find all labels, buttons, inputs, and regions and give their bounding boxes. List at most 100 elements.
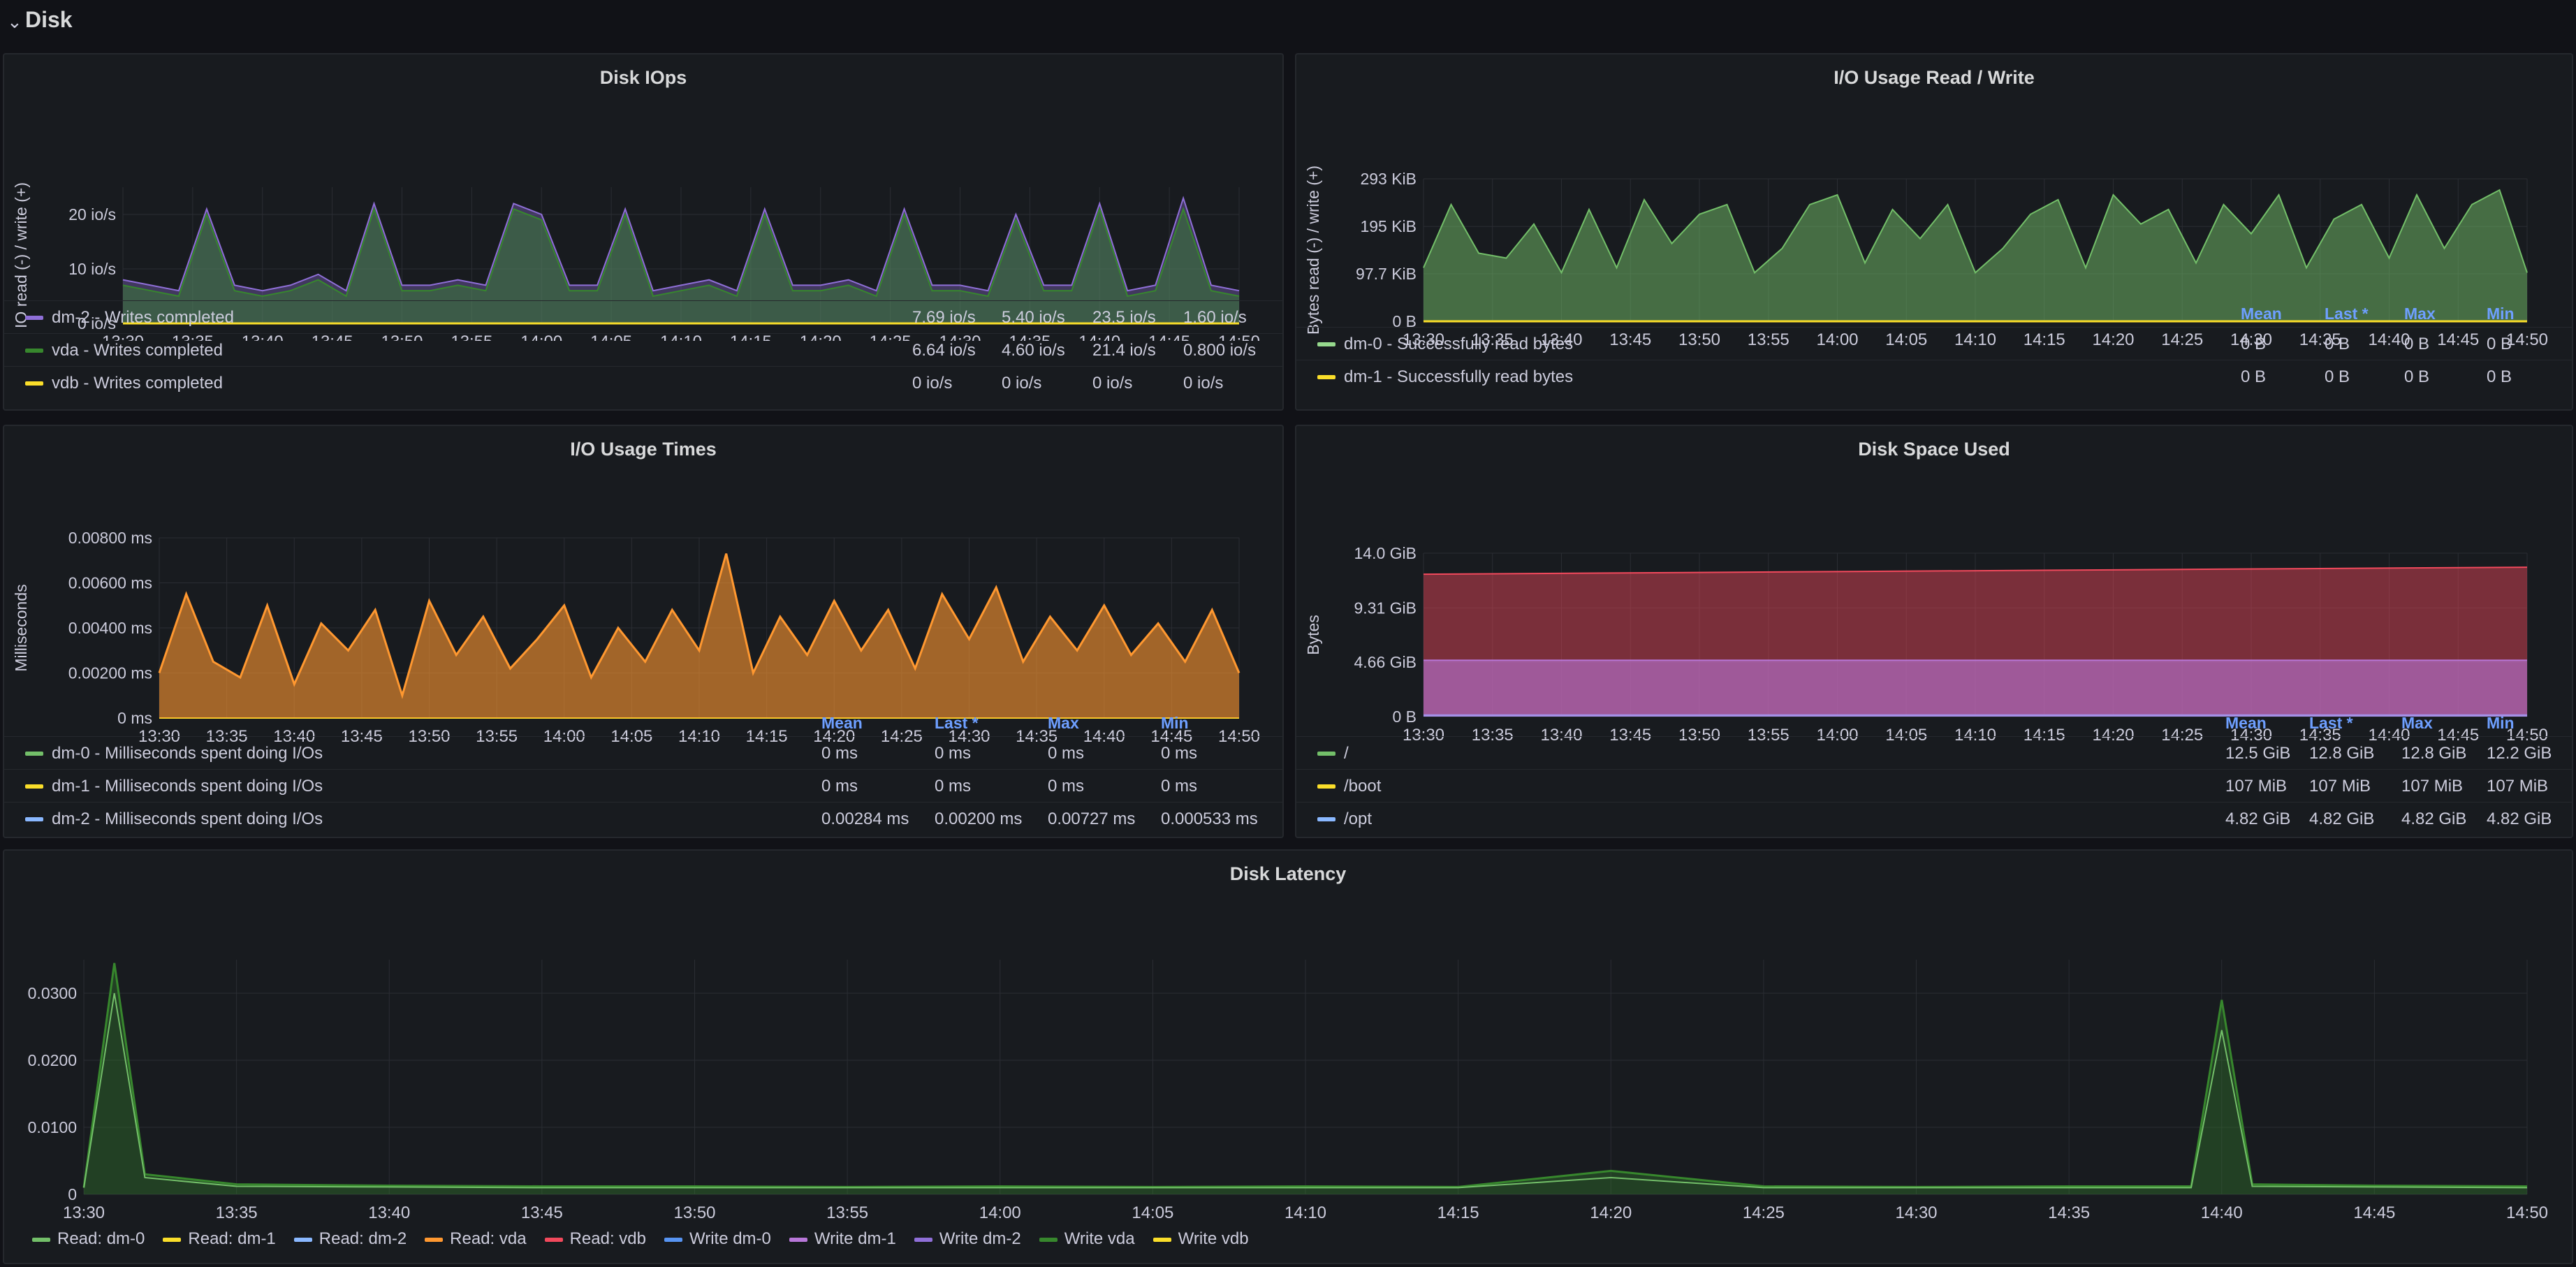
legend-item[interactable]: Read: dm-1: [163, 1229, 276, 1249]
legend-value-min: 0 io/s: [1183, 374, 1224, 393]
legend-item[interactable]: Write dm-0: [664, 1229, 771, 1249]
legend-value-last: 0 B: [2325, 335, 2350, 353]
legend-row[interactable]: dm-2 - Milliseconds spent doing I/Os 0.00…: [4, 802, 1282, 835]
x-tick-label: 14:40: [2368, 726, 2410, 745]
y-tick-label: 20 io/s: [68, 205, 116, 224]
y-tick-label: 0.00400 ms: [68, 619, 152, 637]
legend-value-mean: 0.00284 ms: [821, 810, 909, 828]
legend-row[interactable]: /boot 107 MiB 107 MiB 107 MiB 107 MiB: [1296, 769, 2572, 802]
legend-series-name[interactable]: dm-0 - Milliseconds spent doing I/Os: [52, 744, 323, 763]
legend-series-name: Write dm-0: [689, 1229, 771, 1248]
x-tick-label: 13:50: [1678, 726, 1720, 745]
legend-col-max[interactable]: Max: [1048, 714, 1079, 732]
legend-col-min[interactable]: Min: [2487, 305, 2515, 323]
x-tick-label: 14:05: [1885, 330, 1927, 348]
y-tick-label: 0.0300: [28, 984, 77, 1002]
series-area: [1424, 660, 2527, 717]
legend-item[interactable]: Read: vda: [425, 1229, 527, 1249]
legend-item[interactable]: Write dm-2: [914, 1229, 1021, 1249]
legend-value-mean: 4.82 GiB: [2225, 810, 2291, 828]
legend-series-name[interactable]: /: [1344, 744, 1349, 763]
legend-series-name[interactable]: dm-0 - Successfully read bytes: [1344, 335, 1574, 353]
legend-item[interactable]: Write dm-1: [789, 1229, 896, 1249]
x-tick-label: 14:30: [939, 332, 981, 341]
legend-col-last[interactable]: Last *: [935, 714, 979, 732]
legend-row[interactable]: /opt 4.82 GiB 4.82 GiB 4.82 GiB 4.82 GiB: [1296, 802, 2572, 835]
legend-value-max: 0.00727 ms: [1048, 810, 1136, 828]
disk-iops-chart: 13:30 13:35 13:40 13:45 13:50 13:55 14:00 14:05…: [12, 182, 1260, 341]
legend-series-name[interactable]: /opt: [1344, 810, 1373, 828]
series-color-swatch: [1317, 752, 1335, 756]
legend-col-mean[interactable]: Mean: [2225, 714, 2267, 732]
legend-row[interactable]: dm-1 - Successfully read bytes 0 B 0 B 0 B 0…: [1296, 360, 2572, 393]
legend-row[interactable]: vda - Writes completed 6.64 io/s 4.60 io/s…: [4, 333, 1282, 366]
x-tick-label: 14:05: [1885, 726, 1927, 745]
y-tick-label: 0.00600 ms: [68, 574, 152, 592]
legend-series-name[interactable]: /boot: [1344, 777, 1382, 796]
x-tick-label: 14:45: [2353, 1203, 2395, 1222]
legend-item[interactable]: Read: dm-0: [32, 1229, 145, 1249]
legend-col-min[interactable]: Min: [2487, 714, 2515, 732]
legend-series-name: Read: dm-0: [57, 1229, 145, 1248]
legend-table: Mean Last * Max Min dm-0 - Milliseconds spen…: [4, 710, 1282, 835]
x-tick-label: 13:55: [1748, 726, 1790, 745]
legend-item[interactable]: Write vdb: [1152, 1229, 1249, 1249]
legend-col-last[interactable]: Last *: [2309, 714, 2353, 732]
legend-item[interactable]: Read: dm-2: [293, 1229, 407, 1249]
legend-series-name[interactable]: dm-2 - Writes completed: [52, 308, 234, 327]
panel-title[interactable]: I/O Usage Times: [570, 439, 717, 460]
series-color-swatch: [544, 1237, 563, 1242]
legend-col-mean[interactable]: Mean: [2241, 305, 2282, 323]
legend-row[interactable]: dm-2 - Writes completed 7.69 io/s 5.40 io/…: [4, 300, 1282, 333]
x-tick-label: 13:50: [1678, 330, 1720, 348]
legend-table: Mean Last * Max Min / 12.5 GiB 12.8 GiB 12.8 Gi…: [1296, 710, 2572, 835]
x-tick-label: 13:50: [673, 1203, 715, 1222]
panel-title[interactable]: Disk Space Used: [1858, 439, 2010, 460]
row-header[interactable]: ⌄ Disk: [0, 0, 2576, 46]
legend-col-last[interactable]: Last *: [2325, 305, 2369, 323]
x-tick-label: 13:30: [63, 1203, 105, 1222]
x-tick-label: 14:35: [2048, 1203, 2090, 1222]
legend-series-name[interactable]: vdb - Writes completed: [52, 374, 223, 393]
y-tick-label: 10 io/s: [68, 260, 116, 278]
legend-series-name[interactable]: dm-2 - Milliseconds spent doing I/Os: [52, 810, 323, 828]
series-color-swatch: [1317, 375, 1335, 379]
legend-col-max[interactable]: Max: [2401, 714, 2433, 732]
legend-row[interactable]: dm-0 - Milliseconds spent doing I/Os 0 ms…: [4, 736, 1282, 769]
legend-row[interactable]: dm-1 - Milliseconds spent doing I/Os 0 ms…: [4, 769, 1282, 802]
legend-row[interactable]: vdb - Writes completed 0 io/s 0 io/s 0 io/s…: [4, 366, 1282, 399]
legend-value-mean: 107 MiB: [2225, 777, 2288, 796]
x-tick-label: 14:10: [1285, 1203, 1326, 1222]
x-tick-label: 14:15: [2024, 726, 2065, 745]
legend-value-max: 0 ms: [1048, 744, 1085, 763]
x-tick-label: 14:15: [2024, 330, 2065, 348]
legend-col-mean[interactable]: Mean: [821, 714, 863, 732]
legend-item[interactable]: Write vda: [1039, 1229, 1135, 1249]
panel-io-usage-times: I/O Usage Times 13:30 13:35 13:40 13:45 13:5…: [3, 425, 1284, 838]
panel-title[interactable]: Disk Latency: [1229, 863, 1347, 884]
legend-series-name[interactable]: dm-1 - Milliseconds spent doing I/Os: [52, 777, 323, 796]
panel-title[interactable]: I/O Usage Read / Write: [1834, 67, 2035, 88]
legend-value-min: 0.000533 ms: [1161, 810, 1258, 828]
x-tick-label: 13:55: [1748, 330, 1790, 348]
legend-row[interactable]: dm-0 - Successfully read bytes 0 B 0 B 0 B 0…: [1296, 327, 2572, 360]
x-tick-label: 14:50: [2506, 330, 2548, 348]
legend-row[interactable]: / 12.5 GiB 12.8 GiB 12.8 GiB 12.2 GiB: [1296, 736, 2572, 769]
panel-title[interactable]: Disk IOps: [599, 67, 687, 88]
legend-series-name[interactable]: dm-1 - Successfully read bytes: [1344, 367, 1574, 386]
series-color-swatch: [1317, 342, 1335, 346]
row-title[interactable]: Disk: [25, 7, 73, 32]
panel-disk-space-used: Disk Space Used 13:30 13:35 13:40 13:45 13:5…: [1295, 425, 2573, 838]
x-tick-label: 13:35: [1472, 726, 1514, 745]
legend-value-min: 0 B: [2487, 335, 2512, 353]
legend-series-name[interactable]: vda - Writes completed: [52, 341, 223, 360]
legend-item[interactable]: Read: vdb: [544, 1229, 646, 1249]
legend-col-max[interactable]: Max: [2404, 305, 2436, 323]
legend-value-mean: 12.5 GiB: [2225, 744, 2291, 763]
legend-list: Read: dm-0 Read: dm-1 Read: dm-2 Read: vda R…: [32, 1229, 1267, 1257]
series-area: [159, 553, 1239, 718]
legend-value-max: 0 io/s: [1092, 374, 1133, 393]
chevron-down-icon[interactable]: ⌄: [7, 11, 22, 32]
legend-col-min[interactable]: Min: [1161, 714, 1189, 732]
y-tick-label: 9.31 GiB: [1354, 599, 1417, 617]
